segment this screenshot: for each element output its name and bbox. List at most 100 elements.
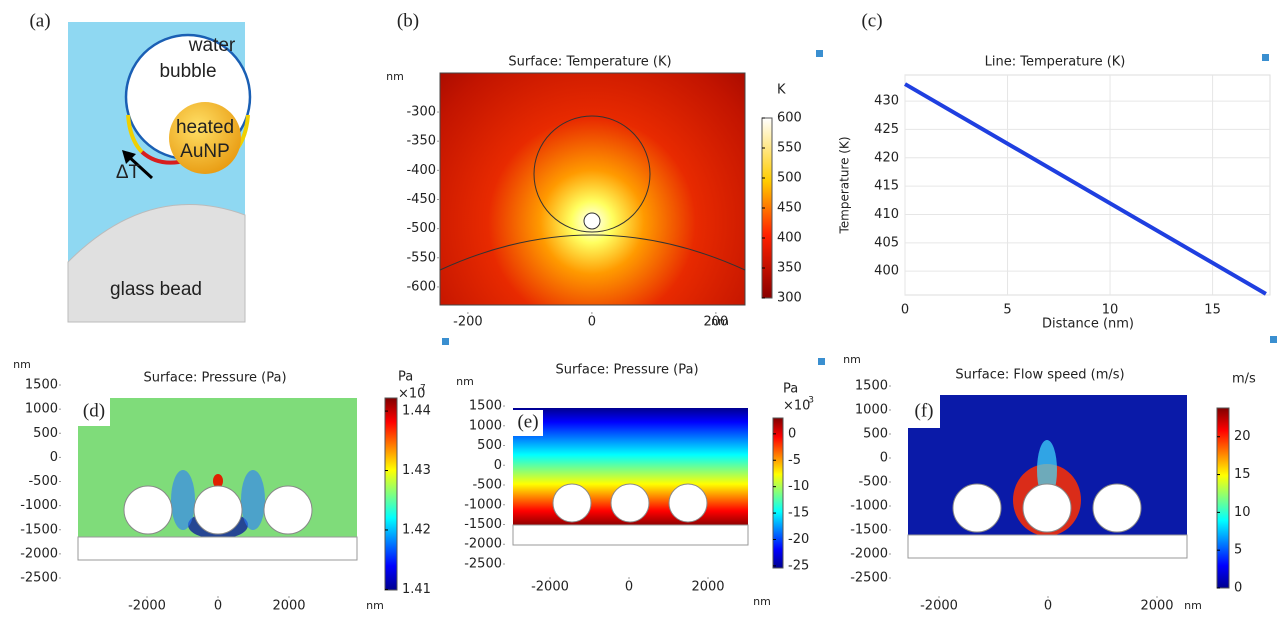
bead-outline bbox=[439, 234, 746, 271]
label: AuNP bbox=[180, 141, 230, 162]
colorbar-tick-label: 300 bbox=[777, 291, 802, 306]
line bbox=[903, 82, 1267, 296]
label: water bbox=[188, 35, 236, 56]
icon bbox=[442, 338, 449, 345]
x-tick-label: 0 bbox=[625, 580, 633, 595]
x-axis-label: Distance (nm) bbox=[1042, 317, 1134, 332]
x-tick-label: 0 bbox=[214, 599, 222, 614]
chart-title: Line: Temperature (K) bbox=[985, 55, 1126, 70]
x-tick-label: -2000 bbox=[531, 580, 569, 595]
field-e bbox=[512, 408, 749, 546]
y-tick-label: 1500 bbox=[855, 379, 888, 394]
y-tick-label: 410 bbox=[874, 207, 899, 222]
shade bbox=[171, 470, 195, 530]
arrow-head bbox=[122, 150, 136, 164]
panel-label: (f) bbox=[915, 400, 934, 421]
bead bbox=[123, 485, 173, 535]
x-tick-label: 2000 bbox=[272, 599, 305, 614]
y-tick-label: 1500 bbox=[25, 378, 58, 393]
x-tick-label: 2000 bbox=[691, 580, 724, 595]
colorbar-tick-label: -15 bbox=[788, 506, 809, 521]
particle bbox=[583, 212, 601, 230]
y-tick-label: 1000 bbox=[469, 418, 502, 433]
colorbar bbox=[384, 397, 398, 591]
y-tick-label: -500 bbox=[28, 474, 58, 489]
bead bbox=[610, 483, 650, 523]
label-box bbox=[78, 398, 110, 426]
bead bbox=[1092, 483, 1142, 533]
y-tick-label: 0 bbox=[494, 458, 502, 473]
colorbar-tick-label: 20 bbox=[1234, 429, 1251, 444]
colorbar-tick-label: -5 bbox=[788, 453, 801, 468]
y-tick-label: 500 bbox=[33, 426, 58, 441]
y-tick-label: -350 bbox=[406, 134, 436, 149]
x-tick-label: -2000 bbox=[128, 599, 166, 614]
colorbar-tick-label: 10 bbox=[1234, 505, 1251, 520]
icon bbox=[1262, 54, 1269, 61]
panel-label: (c) bbox=[861, 10, 882, 31]
colorbar-tick-label: 1.41 bbox=[402, 582, 431, 597]
y-tick-label: -2500 bbox=[20, 570, 58, 585]
colorbar-tick-label: -25 bbox=[788, 558, 809, 573]
glass-bead bbox=[67, 204, 246, 323]
y-tick-label: -300 bbox=[406, 105, 436, 120]
colorbar bbox=[772, 417, 784, 569]
y-tick-label: 415 bbox=[874, 179, 899, 194]
y-tick-label: -500 bbox=[472, 478, 502, 493]
y-tick-label: -400 bbox=[406, 163, 436, 178]
temperature-field bbox=[439, 72, 746, 306]
panel-label: (a) bbox=[29, 10, 50, 31]
icons bbox=[442, 50, 1277, 365]
y-tick-label: -1000 bbox=[20, 498, 58, 513]
x-unit: nm bbox=[1184, 599, 1202, 612]
x-tick-label: 0 bbox=[1044, 599, 1052, 614]
y-tick-label: -1500 bbox=[20, 522, 58, 537]
colorbar-unit: Pa bbox=[783, 382, 798, 397]
y-tick-label: -1500 bbox=[464, 517, 502, 532]
y-tick-label: -2000 bbox=[20, 546, 58, 561]
colorbar-scale-exponent: 7 bbox=[420, 384, 426, 394]
label: bubble bbox=[159, 61, 216, 82]
y-tick-label: -2500 bbox=[464, 556, 502, 571]
colorbar-tick-label: 600 bbox=[777, 111, 802, 126]
y-tick-label: 1000 bbox=[25, 402, 58, 417]
colorbar-tick-label: 1.42 bbox=[402, 522, 431, 537]
shade bbox=[241, 470, 265, 530]
y-tick-label: -1500 bbox=[850, 522, 888, 537]
colorbar-tick-label: 450 bbox=[777, 201, 802, 216]
bead bbox=[668, 483, 708, 523]
colorbar-unit: Pa bbox=[398, 370, 413, 385]
colorbar-tick-label: 15 bbox=[1234, 467, 1251, 482]
colorbar-tick-label: -20 bbox=[788, 532, 809, 547]
label: heated bbox=[176, 117, 234, 138]
x-tick-label: 5 bbox=[1003, 303, 1011, 318]
y-axis-label: Temperature (K) bbox=[838, 136, 852, 234]
chart-title: Surface: Temperature (K) bbox=[508, 55, 671, 70]
x-unit: nm bbox=[753, 595, 771, 608]
plot-frame bbox=[904, 74, 1271, 296]
colorbar-scale: ×10 bbox=[398, 387, 425, 402]
icon bbox=[816, 50, 823, 57]
y-tick-label: -1000 bbox=[850, 498, 888, 513]
bead bbox=[952, 483, 1002, 533]
icon bbox=[1270, 336, 1277, 343]
icon bbox=[818, 358, 825, 365]
y-tick-label: 500 bbox=[863, 427, 888, 442]
label-box bbox=[908, 398, 940, 426]
colorbar-unit: m/s bbox=[1232, 372, 1256, 387]
y-tick-label: 420 bbox=[874, 150, 899, 165]
y-unit: nm bbox=[456, 375, 474, 388]
x-tick-label: 200 bbox=[703, 315, 728, 330]
y-tick-label: 425 bbox=[874, 122, 899, 137]
substrate bbox=[77, 536, 358, 561]
colorbar-tick-label: 400 bbox=[777, 231, 802, 246]
y-tick-label: 400 bbox=[874, 264, 899, 279]
y-unit: nm bbox=[13, 358, 31, 371]
panel-label: (d) bbox=[83, 400, 105, 421]
colorbar-scale-exponent: -3 bbox=[805, 396, 814, 406]
panel-label: (e) bbox=[517, 411, 538, 432]
arrow bbox=[126, 154, 154, 180]
colorbar bbox=[1216, 407, 1230, 589]
panel-label: (b) bbox=[397, 10, 419, 31]
